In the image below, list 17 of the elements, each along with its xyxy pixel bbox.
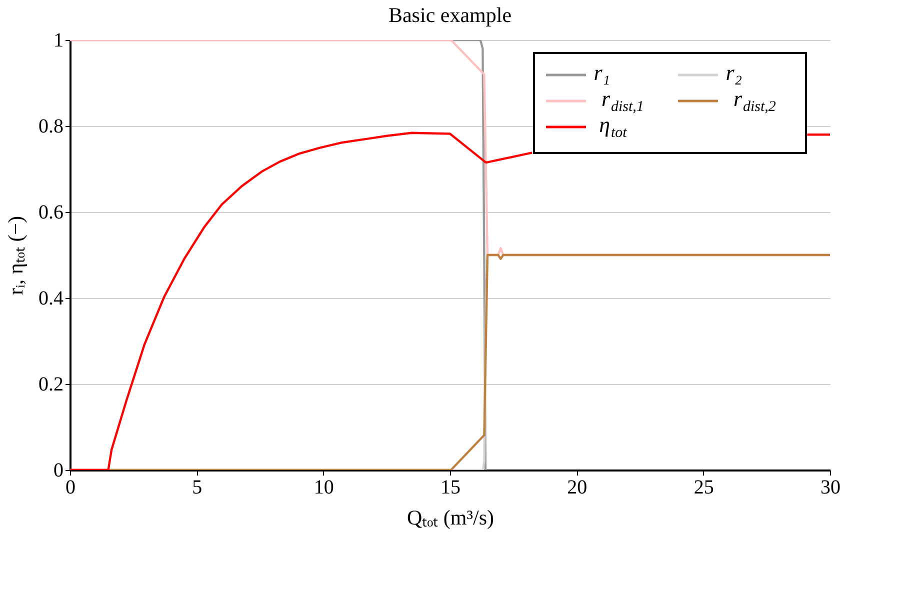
y-tick-label: 0 <box>54 460 64 482</box>
legend-label: r₂ <box>726 60 742 85</box>
x-axis-title: Qₜₒₜ (m³/s) <box>406 506 494 530</box>
y-axis-title: rᵢ, ηₜₒₜ (−) <box>4 216 28 296</box>
y-tick-label: 0.4 <box>38 288 64 310</box>
x-tick-label: 25 <box>694 476 714 498</box>
y-tick-label: 1 <box>54 30 64 52</box>
x-tick-label: 5 <box>192 476 202 498</box>
legend-label: r₁ <box>594 60 610 85</box>
x-tick-label: 20 <box>567 476 588 498</box>
y-tick-label: 0.6 <box>38 202 64 224</box>
y-tick-label: 0.8 <box>38 116 64 138</box>
x-tick-label: 15 <box>440 476 460 498</box>
chart-title: Basic example <box>388 3 512 27</box>
x-tick-label: 10 <box>314 476 334 498</box>
x-tick-label: 30 <box>820 476 840 498</box>
y-tick-label: 0.2 <box>38 374 64 396</box>
